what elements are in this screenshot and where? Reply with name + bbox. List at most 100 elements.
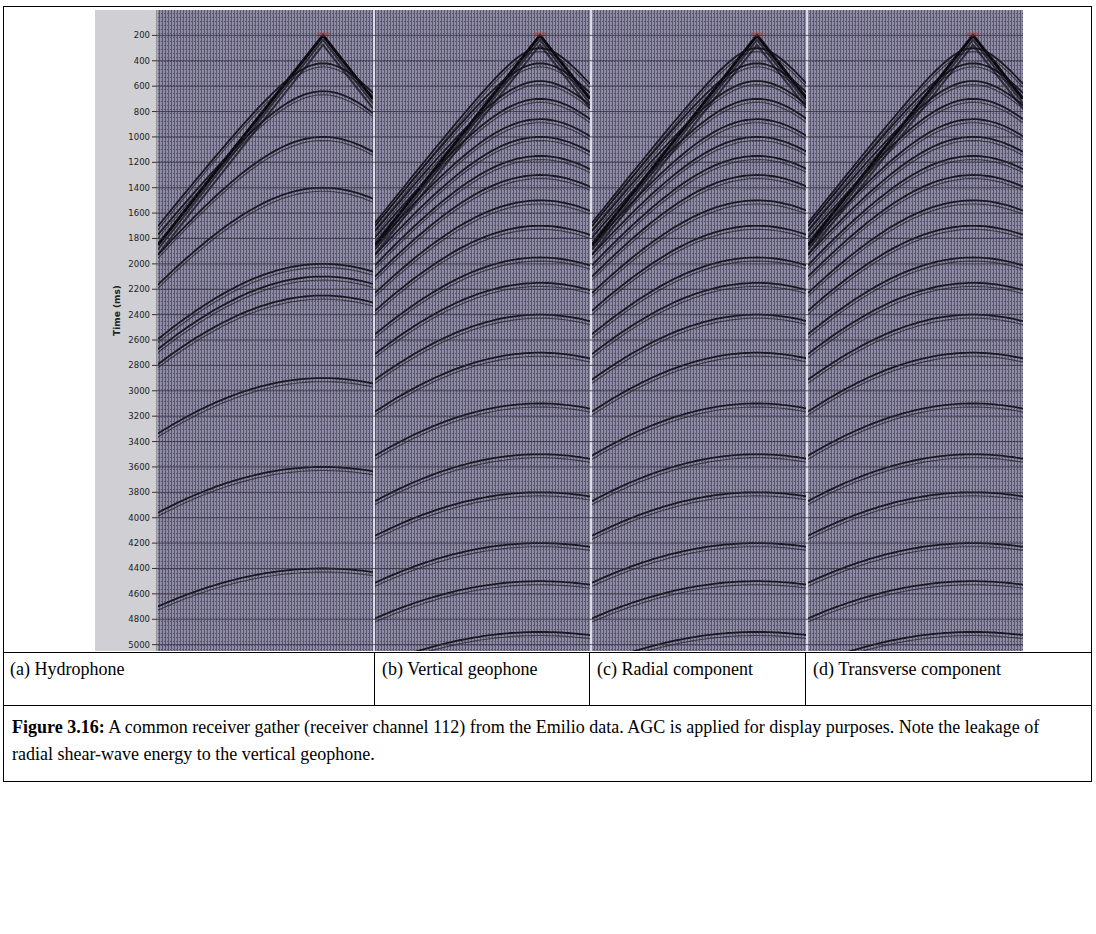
tick-mark [152, 619, 157, 620]
grid-line [157, 86, 1023, 87]
reflection-event [158, 572, 373, 610]
first-arrival [158, 45, 373, 254]
reflection-event [375, 632, 590, 651]
reflection-event [592, 318, 807, 383]
tick-mark [152, 492, 157, 493]
first-arrival [592, 45, 807, 254]
grid-line [157, 543, 1023, 544]
reflection-event [592, 632, 807, 651]
reflection-event [375, 404, 590, 456]
tick-label: 4600 [128, 589, 150, 599]
panel-separator [373, 10, 375, 651]
reflection-event [375, 200, 590, 293]
tick-mark [152, 213, 157, 214]
reflection-event [808, 315, 1023, 380]
tick-mark [152, 441, 157, 442]
reflection-event [808, 632, 1023, 651]
reflection-event [375, 315, 590, 380]
tick-label: 1600 [128, 208, 150, 218]
reflection-event [375, 454, 590, 501]
tick-label: 5000 [128, 640, 150, 650]
panel-label: (b) Vertical geophone [375, 653, 590, 705]
seismic-figure: Time (ms)2004006008001000120014001600180… [0, 0, 1096, 652]
tick-mark [152, 136, 157, 137]
reflection-event [158, 137, 373, 255]
panel [375, 10, 590, 652]
events [158, 32, 373, 610]
tick-label: 800 [134, 107, 150, 117]
reflection-event [375, 353, 590, 412]
reflection-event [158, 299, 373, 368]
reflection-event [158, 471, 373, 517]
reflection-event [808, 407, 1023, 459]
axis-strip [95, 10, 157, 651]
tick-label: 4400 [128, 563, 150, 573]
reflection-event [158, 296, 373, 365]
axis-line [157, 10, 158, 651]
reflection-event [592, 315, 807, 380]
grid-line [157, 162, 1023, 163]
reflection-event [375, 585, 590, 622]
tick-label: 4200 [128, 538, 150, 548]
reflection-event [158, 569, 373, 607]
tick-label: 200 [134, 30, 150, 40]
reflection-event [592, 353, 807, 412]
grid-line [157, 466, 1023, 467]
panel [592, 10, 807, 652]
reflection-event [158, 264, 373, 339]
tick-label: 3800 [128, 487, 150, 497]
y-axis-title: Time (ms) [112, 285, 122, 336]
tick-mark [152, 644, 157, 645]
reflection-event [375, 407, 590, 459]
grid-line [157, 593, 1023, 594]
reflection-event [158, 467, 373, 513]
reflection-event [592, 175, 807, 277]
first-arrival [158, 40, 373, 249]
grid-line [157, 340, 1023, 341]
reflection-event [592, 454, 807, 501]
reflection-event [592, 200, 807, 293]
tick-mark [152, 187, 157, 188]
grid-line [157, 111, 1023, 112]
grid-line [157, 213, 1023, 214]
grid-line [157, 35, 1023, 36]
events [808, 32, 1023, 651]
grid-line [157, 60, 1023, 61]
tick-label: 400 [134, 56, 150, 66]
tick-mark [152, 466, 157, 467]
grid-line [157, 238, 1023, 239]
tick-mark [152, 60, 157, 61]
grid-line [157, 568, 1023, 569]
reflection-event [592, 99, 807, 238]
reflection-event [158, 382, 373, 437]
tick-label: 4800 [128, 614, 150, 624]
reflection-event [808, 318, 1023, 383]
grid-line [157, 416, 1023, 417]
tick-label: 1200 [128, 157, 150, 167]
reflection-event [808, 543, 1023, 583]
tick-label: 1000 [128, 132, 150, 142]
reflection-event [808, 547, 1023, 587]
reflection-event [808, 99, 1023, 238]
grid-line [157, 263, 1023, 264]
panel-background [808, 10, 1023, 651]
tick-mark [152, 517, 157, 518]
panel-background [592, 10, 807, 651]
grid-line [157, 619, 1023, 620]
tick-label: 1400 [128, 183, 150, 193]
tick-mark [152, 543, 157, 544]
tick-mark [152, 35, 157, 36]
reflection-event [158, 141, 373, 259]
first-arrival [808, 45, 1023, 254]
panel-background [375, 10, 590, 651]
label-row: (a) Hydrophone(b) Vertical geophone(c) R… [3, 652, 1092, 706]
tick-label: 2400 [128, 310, 150, 320]
reflection-event [375, 636, 590, 652]
reflection-event [592, 636, 807, 652]
reflection-event [375, 581, 590, 618]
reflection-event [158, 95, 373, 238]
reflection-event [808, 581, 1023, 618]
reflection-event [808, 492, 1023, 536]
tick-mark [152, 263, 157, 264]
tick-mark [152, 340, 157, 341]
